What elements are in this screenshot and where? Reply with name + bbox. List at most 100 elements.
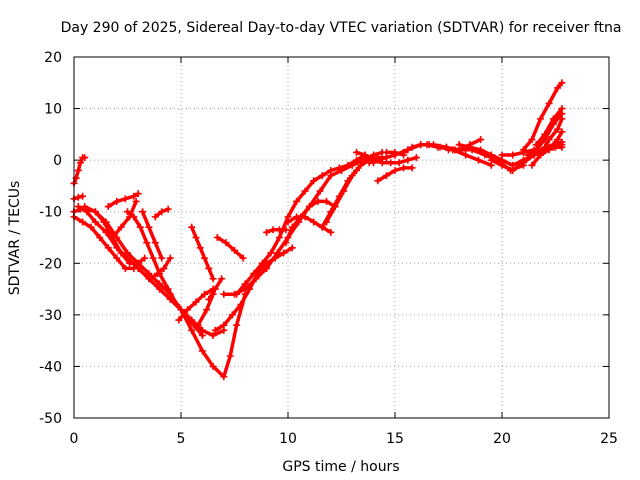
data-point-marker [91, 218, 99, 226]
data-point-marker [282, 239, 290, 247]
data-point-marker [192, 234, 200, 241]
data-point-marker [231, 246, 238, 254]
data-point-marker [519, 159, 527, 167]
data-point-marker [537, 115, 545, 123]
x-axis-label: GPS time / hours [282, 459, 399, 475]
data-point-marker [226, 352, 234, 360]
data-point-marker [76, 159, 84, 167]
data-point-marker [327, 166, 335, 174]
data-point-marker [166, 254, 174, 262]
data-point-marker [147, 275, 155, 283]
data-point-marker [145, 223, 153, 231]
data-point-marker [151, 239, 159, 247]
data-point-marker [198, 331, 206, 339]
data-point-marker [175, 316, 183, 324]
data-point-marker [220, 373, 228, 381]
data-point-marker [280, 249, 288, 257]
data-point-marker [541, 143, 549, 151]
data-point-marker [412, 154, 420, 162]
data-point-marker [391, 166, 399, 174]
data-point-marker [104, 203, 112, 211]
series-arc-20 [234, 153, 367, 296]
data-series-group [70, 79, 566, 381]
data-point-marker [519, 146, 527, 154]
data-point-marker [124, 249, 131, 257]
data-point-marker [222, 239, 230, 247]
y-tick-label: -30 [39, 308, 62, 324]
series-arc-39 [534, 106, 564, 147]
data-point-marker [532, 141, 540, 149]
data-point-marker [554, 125, 562, 133]
data-point-marker [87, 223, 95, 231]
data-point-marker [160, 264, 168, 272]
data-point-marker [318, 172, 326, 180]
data-point-marker [404, 156, 412, 164]
data-point-marker [549, 141, 557, 149]
data-point-marker [269, 226, 277, 234]
data-point-marker [263, 228, 271, 236]
data-point-marker [382, 172, 390, 180]
data-point-marker [305, 203, 313, 211]
x-tick-label: 5 [177, 431, 186, 447]
series-arc-34 [489, 145, 547, 173]
data-point-marker [91, 208, 99, 216]
x-tick-label: 0 [70, 431, 79, 447]
data-point-marker [151, 213, 159, 221]
data-point-marker [558, 79, 566, 87]
data-point-marker [188, 326, 196, 334]
data-point-marker [158, 208, 166, 216]
data-point-marker [102, 228, 110, 236]
data-point-marker [203, 306, 211, 314]
data-point-marker [352, 156, 360, 164]
data-point-marker [408, 164, 416, 172]
data-point-marker [545, 99, 553, 107]
data-point-marker [462, 151, 470, 159]
x-tick-label: 15 [386, 431, 404, 447]
data-point-marker [209, 275, 217, 283]
data-point-marker [211, 326, 219, 334]
data-point-marker [558, 128, 566, 136]
data-point-marker [228, 311, 236, 319]
y-tick-label: -50 [39, 411, 62, 427]
data-point-marker [188, 223, 196, 231]
data-point-marker [487, 156, 495, 164]
data-point-marker [455, 141, 463, 149]
data-point-marker [340, 187, 348, 195]
x-tick-label: 10 [279, 431, 297, 447]
data-point-marker [267, 249, 275, 257]
data-point-marker [233, 321, 241, 329]
data-point-marker [549, 115, 557, 123]
data-point-marker [275, 226, 283, 234]
data-point-marker [209, 331, 217, 339]
data-point-marker [423, 141, 431, 149]
data-point-marker [498, 161, 506, 169]
y-tick-label: 20 [44, 50, 62, 66]
data-point-marker [79, 192, 87, 200]
data-point-marker [211, 285, 219, 293]
data-point-marker [498, 151, 506, 159]
data-point-marker [404, 146, 412, 154]
x-tick-label: 25 [600, 431, 618, 447]
data-point-marker [301, 213, 309, 221]
data-point-marker [344, 161, 352, 169]
data-point-marker [134, 190, 142, 198]
data-point-marker [250, 270, 258, 278]
data-point-marker [74, 166, 82, 174]
data-point-marker [132, 197, 140, 205]
data-point-marker [288, 244, 296, 252]
data-point-marker [293, 213, 301, 221]
data-point-marker [81, 203, 89, 211]
data-point-marker [109, 234, 117, 241]
data-point-marker [121, 264, 129, 272]
data-point-marker [466, 143, 474, 151]
x-tick-labels: 0 5 10 15 20 25 [70, 431, 618, 447]
data-point-marker [310, 218, 318, 226]
data-point-marker [196, 244, 204, 252]
data-point-marker [134, 259, 142, 267]
data-point-marker [445, 146, 452, 154]
data-point-marker [348, 172, 356, 180]
data-point-marker [275, 234, 283, 241]
data-point-marker [509, 166, 517, 174]
data-point-marker [352, 148, 360, 156]
